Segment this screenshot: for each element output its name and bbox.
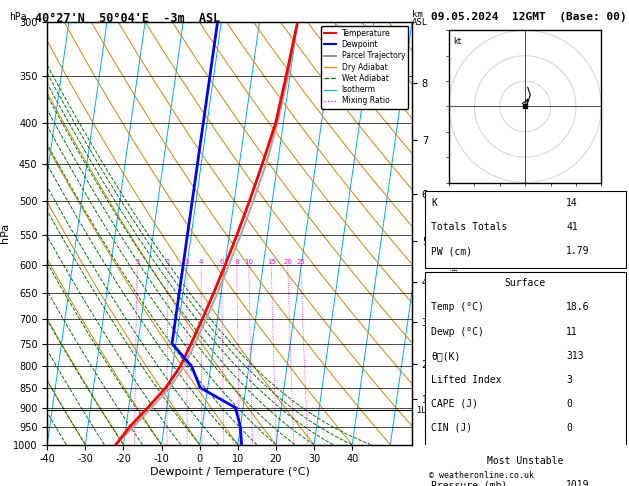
Text: 18.6: 18.6 (566, 302, 590, 312)
Text: Surface: Surface (504, 278, 546, 288)
Text: Lifted Index: Lifted Index (431, 375, 501, 385)
Text: PW (cm): PW (cm) (431, 246, 472, 257)
Text: 25: 25 (296, 260, 305, 265)
Text: CAPE (J): CAPE (J) (431, 399, 478, 409)
Text: 1LCL: 1LCL (416, 405, 436, 415)
Text: km: km (412, 10, 423, 19)
Text: 0: 0 (566, 423, 572, 433)
Text: 15: 15 (267, 260, 276, 265)
Bar (425, 450, 626, 486)
Y-axis label: hPa: hPa (0, 223, 10, 243)
Text: 3: 3 (185, 260, 189, 265)
Text: Most Unstable: Most Unstable (487, 456, 564, 466)
Text: 1.79: 1.79 (566, 246, 590, 257)
Bar (425, 272, 626, 446)
Text: Temp (°C): Temp (°C) (431, 302, 484, 312)
Text: 313: 313 (566, 351, 584, 361)
Text: 09.05.2024  12GMT  (Base: 00): 09.05.2024 12GMT (Base: 00) (431, 12, 626, 22)
Text: 4: 4 (199, 260, 203, 265)
Text: 11: 11 (566, 327, 578, 337)
Text: 10: 10 (244, 260, 253, 265)
Text: Dewp (°C): Dewp (°C) (431, 327, 484, 337)
Text: 40°27'N  50°04'E  -3m  ASL: 40°27'N 50°04'E -3m ASL (35, 12, 220, 25)
Text: 1: 1 (135, 260, 140, 265)
Text: 8: 8 (235, 260, 239, 265)
Text: 6: 6 (220, 260, 224, 265)
Text: 3: 3 (566, 375, 572, 385)
Text: Totals Totals: Totals Totals (431, 222, 507, 232)
Text: CIN (J): CIN (J) (431, 423, 472, 433)
Bar (425, 191, 626, 268)
Text: 14: 14 (566, 198, 578, 208)
Text: kt: kt (453, 36, 461, 46)
Text: θᴇ(K): θᴇ(K) (431, 351, 460, 361)
Text: ASL: ASL (412, 18, 428, 27)
Text: 0: 0 (566, 399, 572, 409)
X-axis label: Dewpoint / Temperature (°C): Dewpoint / Temperature (°C) (150, 467, 309, 477)
Text: Mixing Ratio (g/kg): Mixing Ratio (g/kg) (451, 236, 460, 315)
Text: hPa: hPa (9, 12, 27, 22)
Legend: Temperature, Dewpoint, Parcel Trajectory, Dry Adiabat, Wet Adiabat, Isotherm, Mi: Temperature, Dewpoint, Parcel Trajectory… (321, 26, 408, 108)
Text: 41: 41 (566, 222, 578, 232)
Text: 2: 2 (166, 260, 170, 265)
Text: © weatheronline.co.uk: © weatheronline.co.uk (429, 471, 534, 480)
Text: Pressure (mb): Pressure (mb) (431, 480, 507, 486)
Text: K: K (431, 198, 437, 208)
Text: 20: 20 (283, 260, 292, 265)
Text: 1019: 1019 (566, 480, 590, 486)
